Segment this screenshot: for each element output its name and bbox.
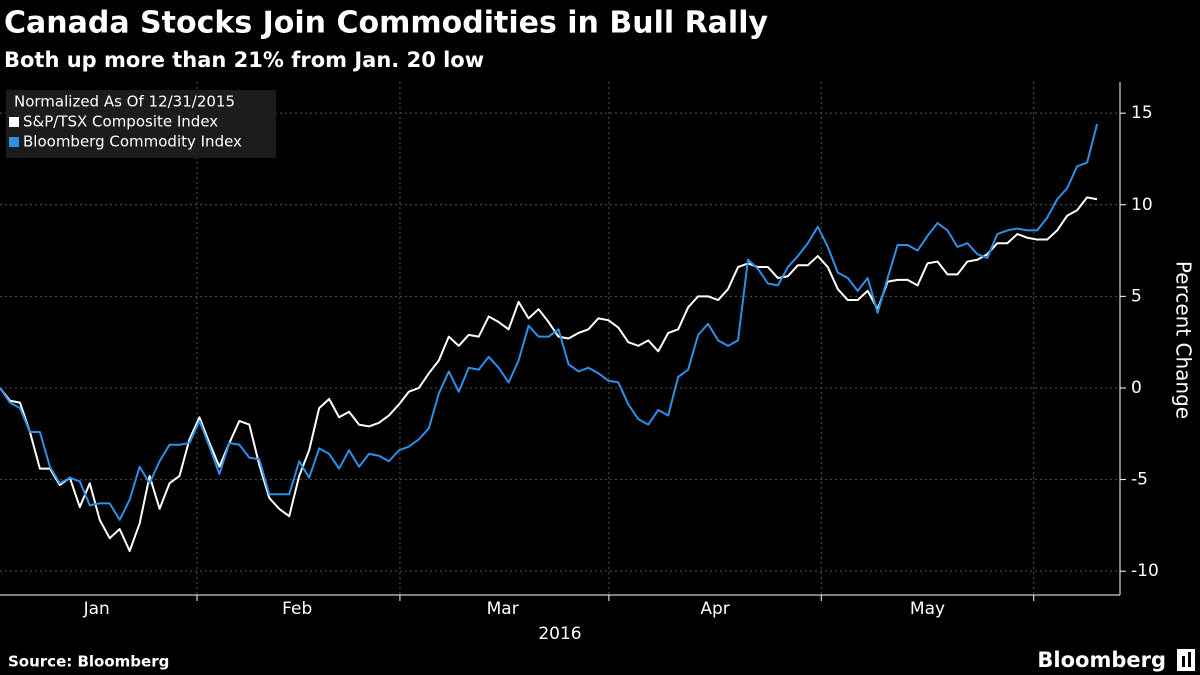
brand-logo: Bloomberg: [1037, 648, 1166, 672]
y-tick-label: 5: [1131, 286, 1142, 306]
x-axis-label: 2016: [538, 624, 581, 644]
x-tick-label: Apr: [700, 599, 729, 619]
data-line: [0, 123, 1099, 521]
legend-label: Bloomberg Commodity Index: [23, 133, 242, 151]
data-line: [0, 196, 1098, 553]
legend-box: [6, 90, 276, 158]
legend-swatch: [9, 117, 19, 127]
legend-title: Normalized As Of 12/31/2015: [14, 93, 235, 111]
legend-swatch: [9, 137, 19, 147]
brand-icon-bar: [1188, 652, 1191, 667]
source-note: Source: Bloomberg: [8, 653, 169, 671]
y-tick-label: 0: [1131, 378, 1142, 398]
chart-subtitle: Both up more than 21% from Jan. 20 low: [4, 48, 484, 72]
y-tick-label: -5: [1131, 470, 1148, 490]
x-tick-label: May: [910, 599, 945, 619]
y-tick-label: 10: [1131, 195, 1153, 215]
y-tick-label: -10: [1131, 561, 1159, 581]
x-tick-label: Jan: [83, 599, 110, 619]
brand-icon-bar: [1182, 656, 1185, 667]
brand-icon: [1177, 649, 1195, 671]
y-axis-label: Percent Change: [1172, 261, 1196, 419]
x-tick-label: Mar: [487, 599, 519, 619]
legend: Normalized As Of 12/31/2015 S&P/TSX Compo…: [6, 90, 276, 158]
chart-title: Canada Stocks Join Commodities in Bull R…: [4, 6, 768, 41]
legend-label: S&P/TSX Composite Index: [23, 113, 218, 131]
y-tick-label: 15: [1131, 103, 1153, 123]
x-tick-label: Feb: [282, 599, 312, 619]
